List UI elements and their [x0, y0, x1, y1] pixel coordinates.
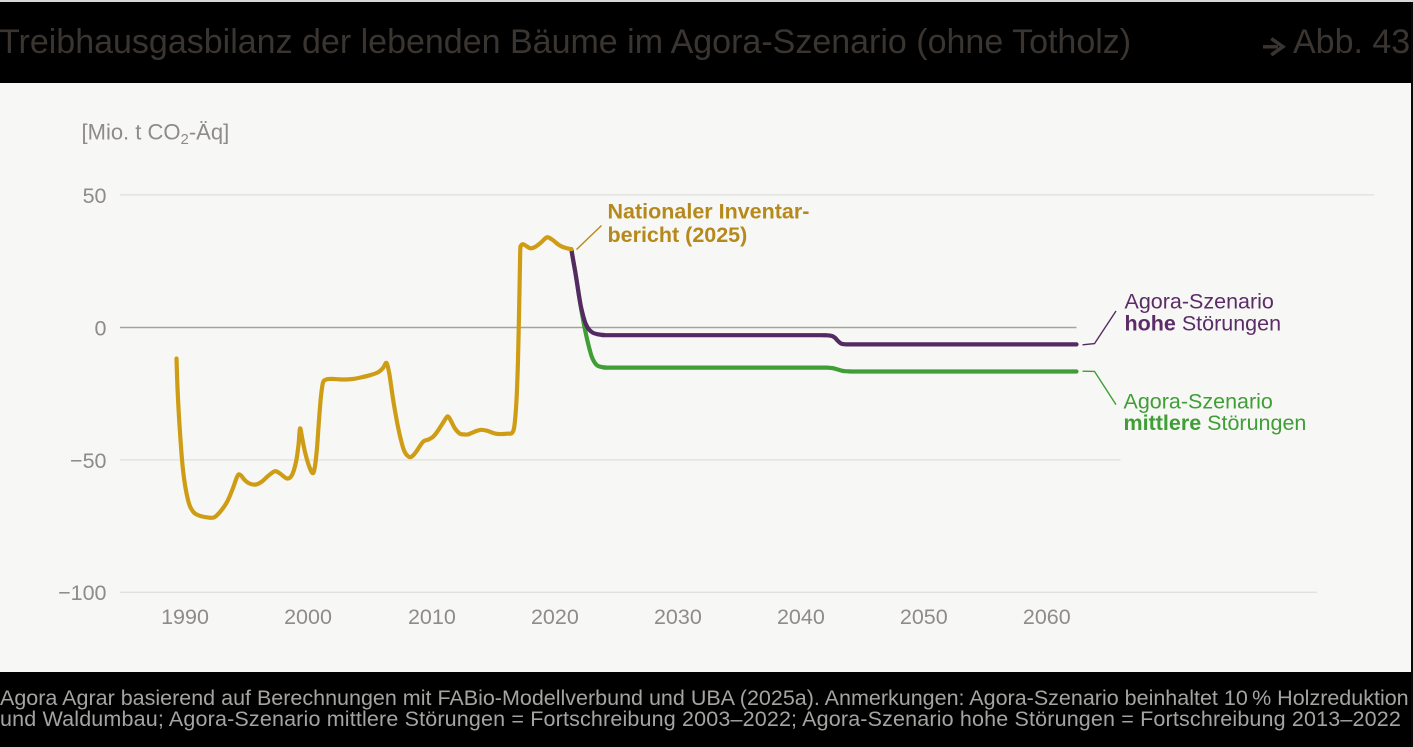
svg-text:0: 0	[95, 316, 107, 340]
svg-text:mittlere Störungen: mittlere Störungen	[1124, 411, 1307, 435]
svg-text:[Mio. t CO2-Äq]: [Mio. t CO2-Äq]	[82, 120, 230, 149]
svg-text:2020: 2020	[531, 605, 579, 629]
svg-text:2010: 2010	[408, 605, 456, 629]
svg-text:2060: 2060	[1023, 605, 1071, 629]
svg-text:Agora-Szenario: Agora-Szenario	[1124, 389, 1273, 413]
svg-text:Nationaler Inventar-: Nationaler Inventar-	[608, 200, 810, 224]
svg-text:−100: −100	[58, 581, 106, 605]
svg-text:hohe Störungen: hohe Störungen	[1125, 311, 1282, 335]
svg-text:2030: 2030	[654, 605, 702, 629]
svg-text:−50: −50	[70, 449, 107, 473]
svg-text:bericht (2025): bericht (2025)	[608, 223, 748, 247]
svg-text:Agora-Szenario: Agora-Szenario	[1125, 290, 1274, 314]
svg-text:2040: 2040	[777, 605, 825, 629]
svg-text:2000: 2000	[284, 605, 332, 629]
svg-text:2050: 2050	[900, 605, 948, 629]
svg-text:1990: 1990	[161, 605, 209, 629]
svg-text:50: 50	[83, 184, 107, 208]
